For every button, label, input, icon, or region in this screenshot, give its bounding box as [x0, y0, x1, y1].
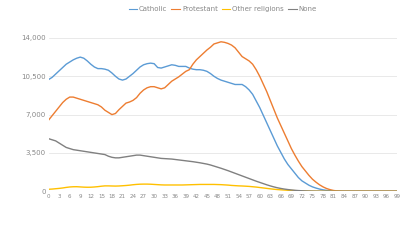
Line: Protestant: Protestant	[49, 42, 397, 191]
Catholic	[384, 190, 389, 193]
None	[127, 155, 132, 157]
Protestant	[394, 190, 399, 193]
Other religions	[229, 184, 234, 187]
Other religions	[141, 183, 146, 185]
None	[226, 169, 230, 172]
Other religions	[257, 186, 262, 189]
Other religions	[384, 190, 389, 193]
Legend: Catholic, Protestant, Other religions, None: Catholic, Protestant, Other religions, N…	[128, 6, 317, 12]
None	[113, 157, 118, 159]
Protestant	[46, 119, 51, 122]
Other religions	[46, 188, 51, 191]
Catholic	[257, 106, 262, 109]
None	[46, 137, 51, 140]
Protestant	[342, 190, 347, 193]
None	[394, 190, 399, 193]
Line: Other religions: Other religions	[49, 184, 397, 191]
Catholic	[394, 190, 399, 193]
Protestant	[384, 190, 389, 193]
Other religions	[113, 185, 118, 187]
Other religions	[394, 190, 399, 193]
None	[370, 190, 375, 193]
Catholic	[130, 72, 135, 75]
Catholic	[46, 78, 51, 81]
None	[254, 180, 259, 182]
Protestant	[257, 75, 262, 78]
Protestant	[127, 101, 132, 103]
Line: None: None	[49, 139, 397, 191]
Catholic	[117, 78, 121, 80]
Catholic	[78, 56, 83, 58]
Catholic	[342, 190, 347, 193]
Protestant	[373, 190, 378, 193]
Protestant	[219, 40, 224, 43]
Catholic	[373, 190, 378, 193]
Catholic	[229, 82, 234, 85]
Protestant	[113, 112, 118, 115]
Other religions	[342, 190, 347, 193]
Protestant	[229, 44, 234, 46]
Other religions	[127, 184, 132, 187]
None	[380, 190, 385, 193]
None	[342, 190, 347, 193]
Line: Catholic: Catholic	[49, 57, 397, 191]
Other religions	[373, 190, 378, 193]
